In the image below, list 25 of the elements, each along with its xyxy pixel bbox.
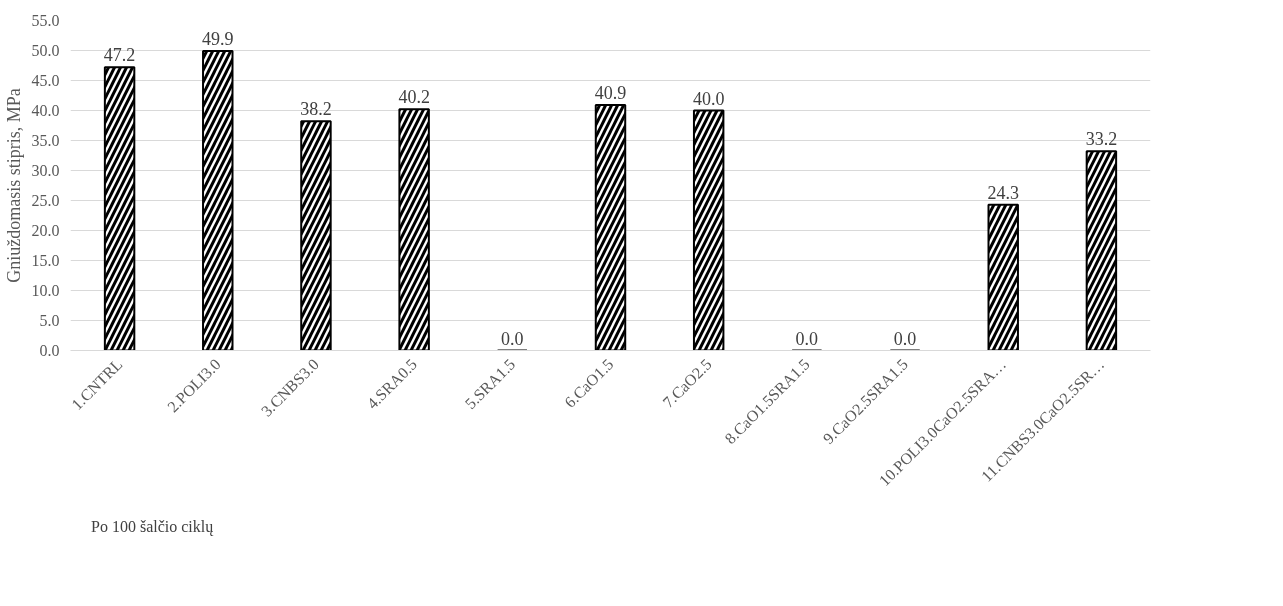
y-tick-label: 0.0 [39,342,60,359]
data-label: 24.3 [987,182,1019,203]
data-label: 38.2 [300,99,332,120]
data-label: 47.2 [103,45,136,66]
data-label: 0.0 [893,328,917,349]
y-tick-label: 30.0 [31,162,60,179]
y-tick-label: 15.0 [31,252,60,269]
y-tick-label: 35.0 [31,132,60,149]
y-tick-label: 20.0 [31,222,60,239]
text: Po 100 šalčio ciklų [91,518,214,536]
data-label: 40.0 [692,88,725,109]
data-label: 40.2 [398,87,430,108]
y-tick-label: 55.0 [31,12,60,29]
data-label: 33.2 [1085,129,1118,150]
y-tick-label: 25.0 [31,192,60,209]
data-label: 0.0 [501,328,524,349]
y-tick-label: 40.0 [31,102,60,119]
y-tick-label: 50.0 [31,42,60,59]
y-tick-label: 5.0 [39,312,60,329]
y-tick-label: 45.0 [31,72,60,89]
y-tick-label: 10.0 [31,282,60,299]
data-label: 49.9 [202,29,234,50]
data-label: 0.0 [795,328,819,349]
data-label: 40.9 [594,83,627,104]
y-axis-title: Gniuždomasis stipris, MPa [3,88,24,283]
